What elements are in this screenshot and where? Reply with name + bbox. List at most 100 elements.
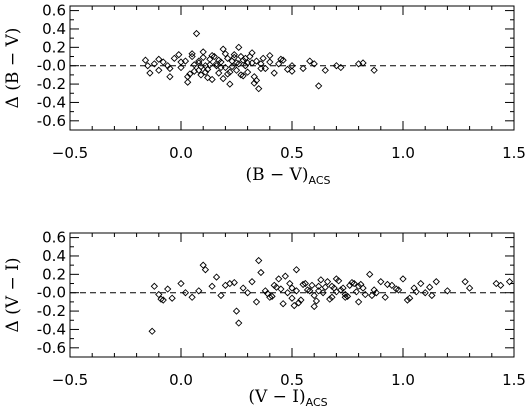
bottom-data-point	[292, 287, 301, 295]
bottom-data-point	[368, 291, 376, 300]
bottom-data-point	[315, 282, 323, 290]
top-x-tick-label: 0.5	[280, 144, 304, 162]
top-data-point	[197, 62, 205, 71]
bottom-data-point	[283, 289, 292, 297]
top-data-point	[166, 64, 174, 73]
bottom-data-point	[399, 275, 407, 283]
top-data-point	[204, 74, 212, 82]
top-data-point	[288, 67, 296, 75]
top-data-point	[243, 59, 252, 67]
bottom-data-point	[312, 297, 321, 305]
top-data-point	[217, 63, 225, 72]
top-data-point	[266, 58, 274, 66]
bottom-data-point	[279, 300, 287, 308]
top-data-point	[215, 56, 223, 64]
top-data-point	[332, 62, 341, 70]
top-data-point	[199, 53, 207, 62]
top-data-point	[186, 70, 194, 78]
top-y-axis-title: Δ (B − V)	[3, 28, 23, 109]
bottom-x-axis-title: (V − I)ACS	[248, 387, 327, 409]
top-data-point	[277, 55, 285, 63]
bottom-data-point	[299, 280, 307, 289]
bottom-data-point	[212, 273, 221, 281]
top-data-point	[215, 69, 223, 77]
bottom-data-point	[432, 278, 440, 286]
bottom-data-point	[330, 284, 338, 292]
bottom-data-point	[410, 284, 418, 292]
bottom-data-point	[208, 282, 216, 290]
bottom-y-tick-label: -0.0	[37, 284, 66, 302]
bottom-data-point	[492, 279, 500, 288]
top-data-point	[235, 43, 243, 51]
top-data-point	[248, 49, 256, 57]
top-data-point	[159, 58, 167, 66]
bottom-data-point	[217, 291, 225, 300]
top-x-axis-title-subscript: ACS	[309, 174, 331, 187]
bottom-data-point	[417, 279, 425, 288]
top-data-point	[206, 61, 214, 69]
top-y-tick-label: 0.4	[42, 20, 66, 38]
bottom-data-point	[292, 266, 301, 274]
top-data-point	[155, 66, 163, 74]
bottom-data-point	[159, 296, 167, 304]
top-x-tick-label: −0.5	[52, 144, 88, 162]
bottom-data-point	[199, 261, 207, 269]
top-data-point	[181, 57, 190, 65]
top-data-point	[283, 65, 292, 74]
top-data-point	[299, 64, 307, 73]
top-data-point	[250, 79, 258, 87]
bottom-data-point	[392, 285, 400, 293]
top-data-point	[230, 51, 238, 59]
bottom-data-point	[288, 284, 296, 292]
top-data-point	[184, 78, 192, 86]
top-data-point	[150, 60, 158, 68]
top-data-point	[237, 71, 245, 79]
bottom-data-point	[195, 287, 203, 295]
bottom-data-point	[403, 296, 412, 304]
top-y-tick-label: -0.6	[37, 112, 66, 130]
top-data-point	[201, 68, 210, 76]
top-data-point	[315, 82, 323, 90]
top-data-point	[210, 52, 218, 61]
top-data-point	[223, 70, 232, 78]
bottom-x-tick-label: 1.0	[391, 371, 415, 389]
top-data-point	[190, 61, 198, 69]
bottom-data-point	[443, 287, 452, 295]
bottom-data-point	[177, 279, 185, 288]
bottom-data-point	[354, 282, 363, 290]
top-data-point	[144, 62, 152, 70]
bottom-y-tick-label: 0.2	[42, 265, 66, 283]
top-data-point	[310, 60, 318, 68]
top-data-point	[146, 69, 154, 77]
top-y-tick-label: -0.0	[37, 57, 66, 75]
bottom-data-point	[268, 292, 276, 301]
bottom-data-point	[354, 298, 363, 306]
top-data-point	[188, 50, 196, 58]
top-data-point	[155, 55, 163, 63]
top-data-point	[243, 68, 252, 76]
top-data-point	[141, 56, 150, 64]
bottom-data-point	[412, 288, 420, 296]
top-data-point	[321, 66, 329, 74]
bottom-x-tick-label: −0.5	[52, 371, 88, 389]
bottom-data-point	[148, 327, 156, 335]
top-x-axis-title-main: (B − V)	[245, 165, 308, 185]
bottom-data-point	[188, 293, 196, 301]
bottom-data-point	[257, 268, 265, 277]
bottom-data-point	[295, 299, 303, 307]
bottom-data-point	[286, 279, 294, 288]
bottom-data-point	[377, 278, 385, 286]
bottom-data-point	[310, 291, 318, 300]
top-data-point	[177, 58, 185, 66]
top-data-point	[279, 56, 287, 64]
top-data-point	[177, 63, 185, 72]
bottom-data-point	[230, 278, 238, 287]
top-data-point	[195, 57, 203, 65]
top-data-point	[239, 72, 247, 80]
top-data-point	[219, 74, 227, 83]
bottom-data-point	[357, 280, 365, 289]
top-data-point	[370, 66, 378, 74]
top-data-point	[188, 52, 196, 61]
bottom-data-point	[315, 287, 323, 295]
